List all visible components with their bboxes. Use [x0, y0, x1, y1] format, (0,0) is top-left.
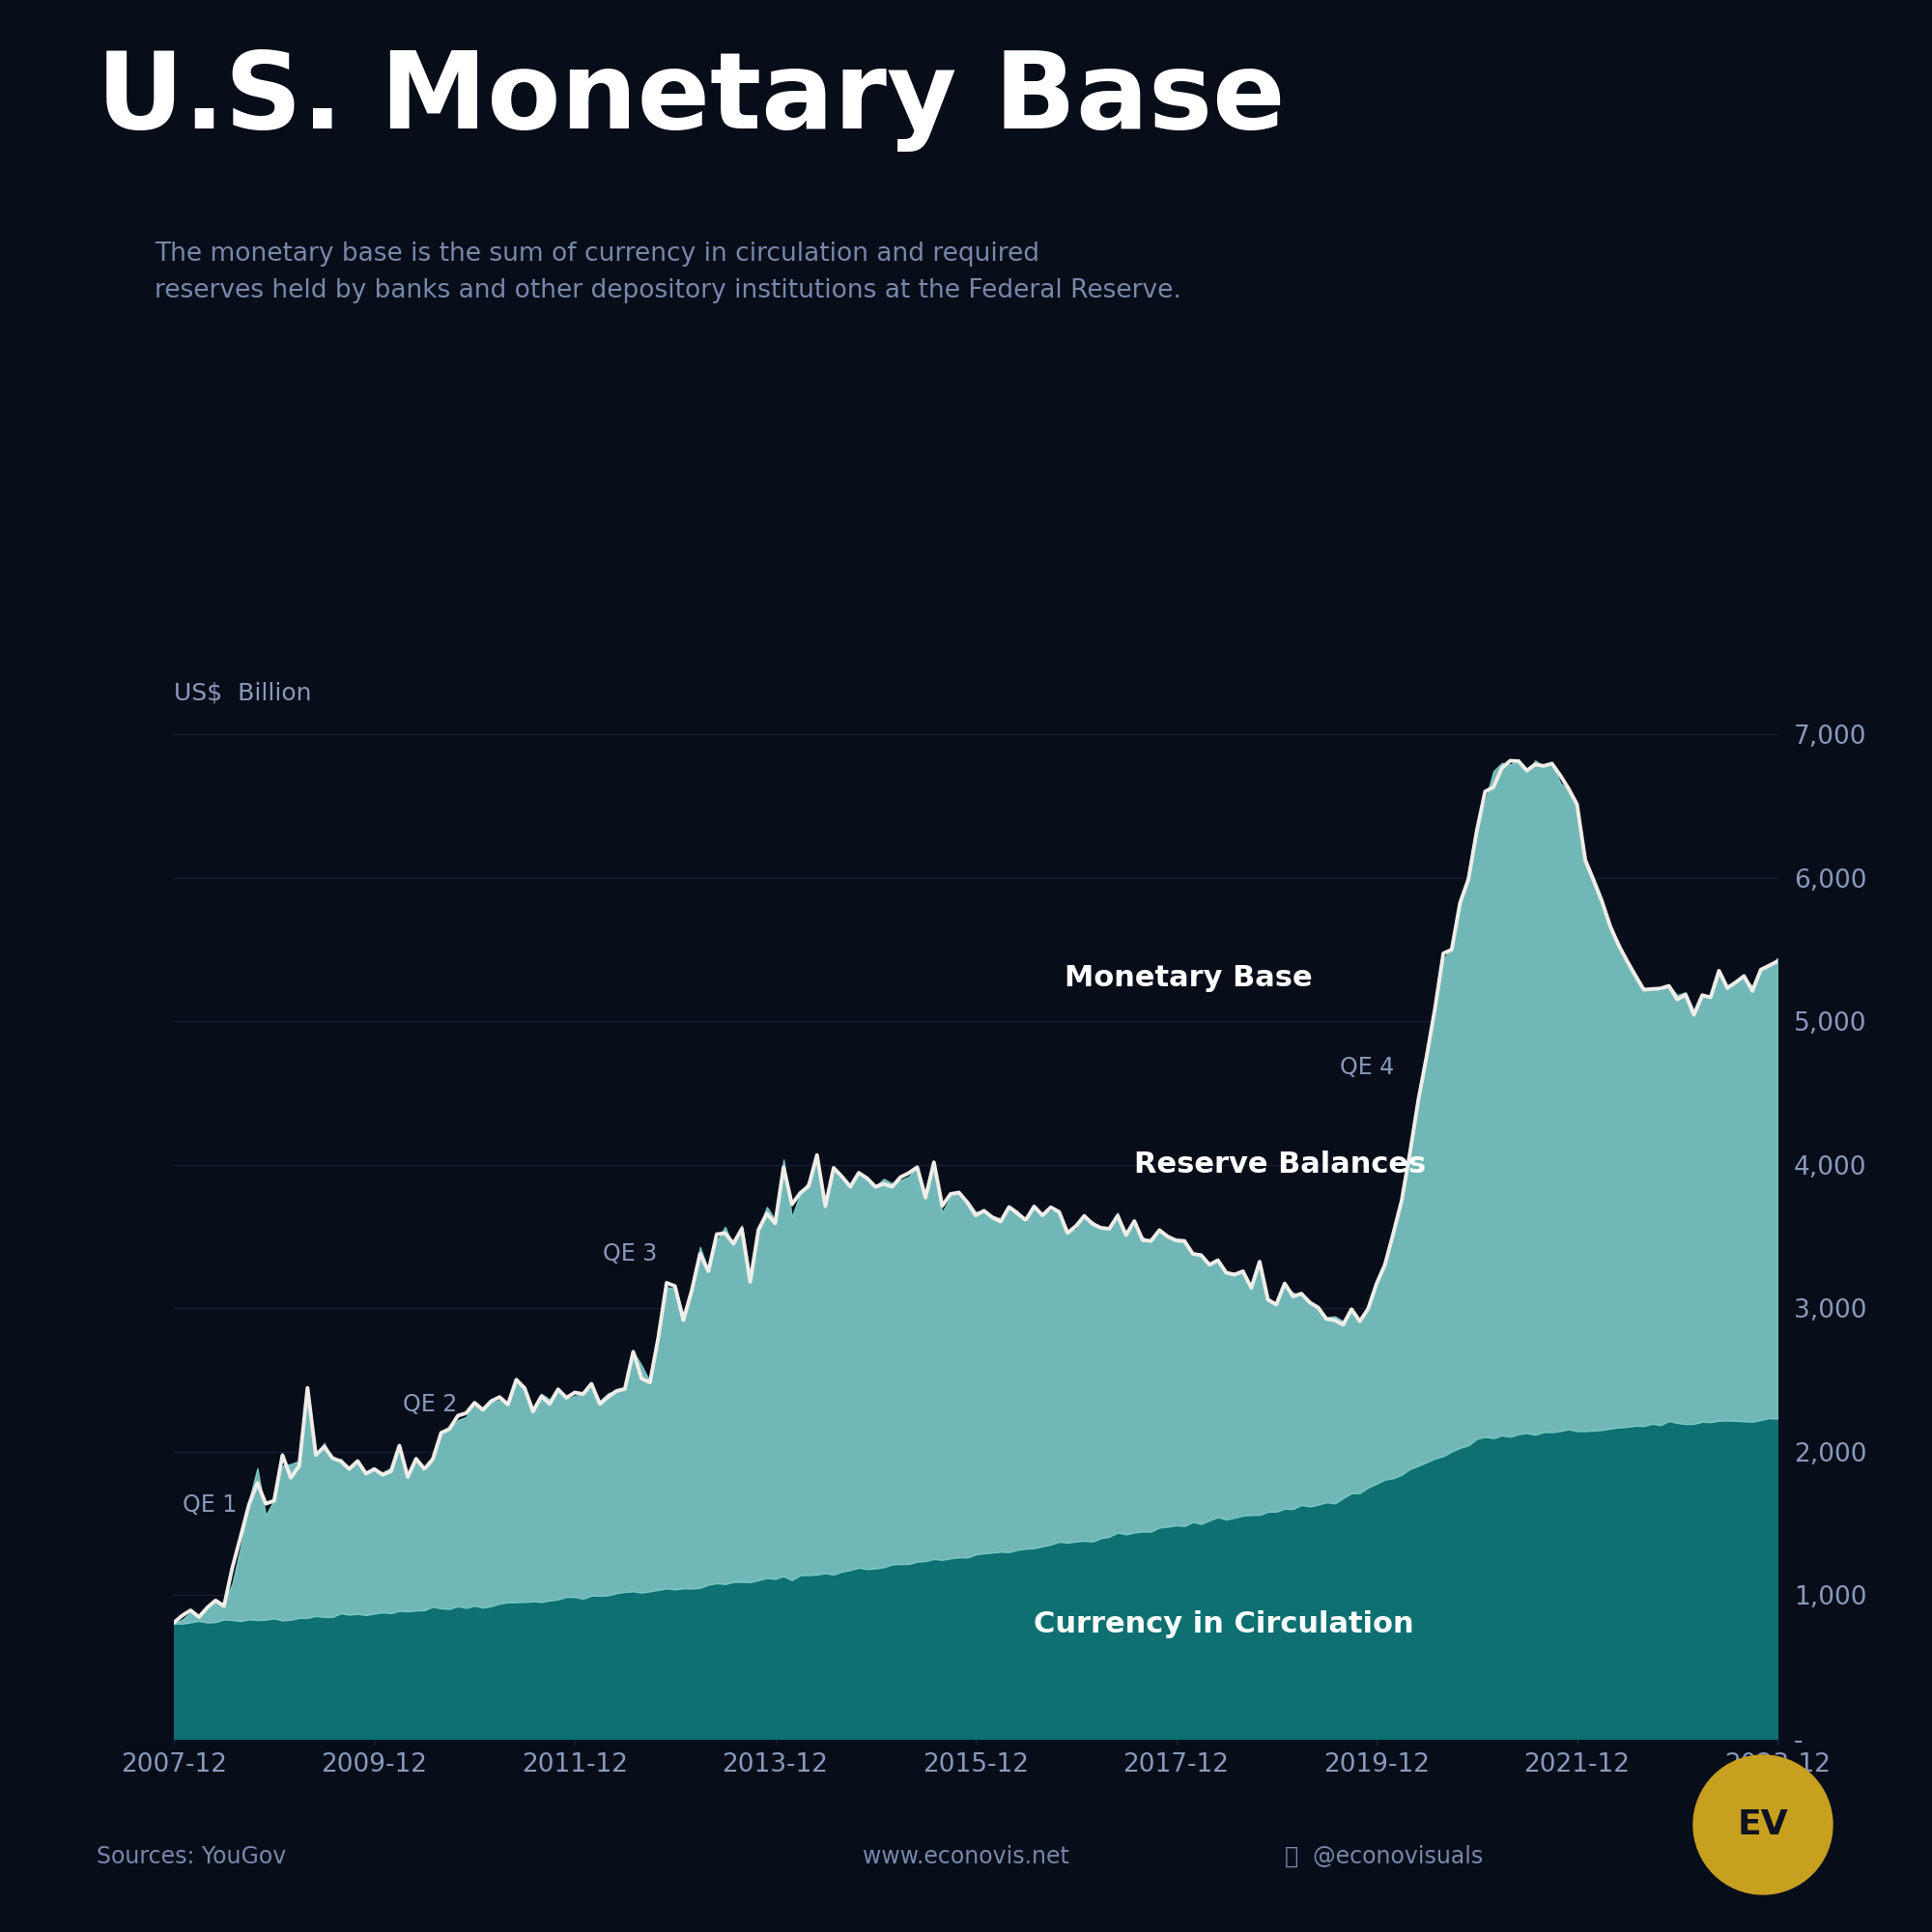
- Text: Reserve Balances: Reserve Balances: [1134, 1151, 1426, 1179]
- Text: QE 2: QE 2: [402, 1393, 458, 1416]
- Text: QE 4: QE 4: [1339, 1055, 1395, 1078]
- Text: Sources: YouGov: Sources: YouGov: [97, 1845, 286, 1868]
- Text: www.econovis.net: www.econovis.net: [864, 1845, 1068, 1868]
- Text: U.S. Monetary Base: U.S. Monetary Base: [97, 48, 1285, 153]
- Text: QE 3: QE 3: [603, 1242, 657, 1265]
- Text: Monetary Base: Monetary Base: [1065, 964, 1312, 993]
- Circle shape: [1692, 1754, 1832, 1893]
- Text: US$  Billion: US$ Billion: [174, 682, 311, 705]
- Text: QE 1: QE 1: [182, 1493, 236, 1517]
- Text: Currency in Circulation: Currency in Circulation: [1034, 1609, 1414, 1638]
- Text: EV: EV: [1737, 1808, 1789, 1841]
- Text: The monetary base is the sum of currency in circulation and required
reserves he: The monetary base is the sum of currency…: [155, 242, 1180, 303]
- Text: Ⓧ  @econovisuals: Ⓧ @econovisuals: [1285, 1845, 1484, 1868]
